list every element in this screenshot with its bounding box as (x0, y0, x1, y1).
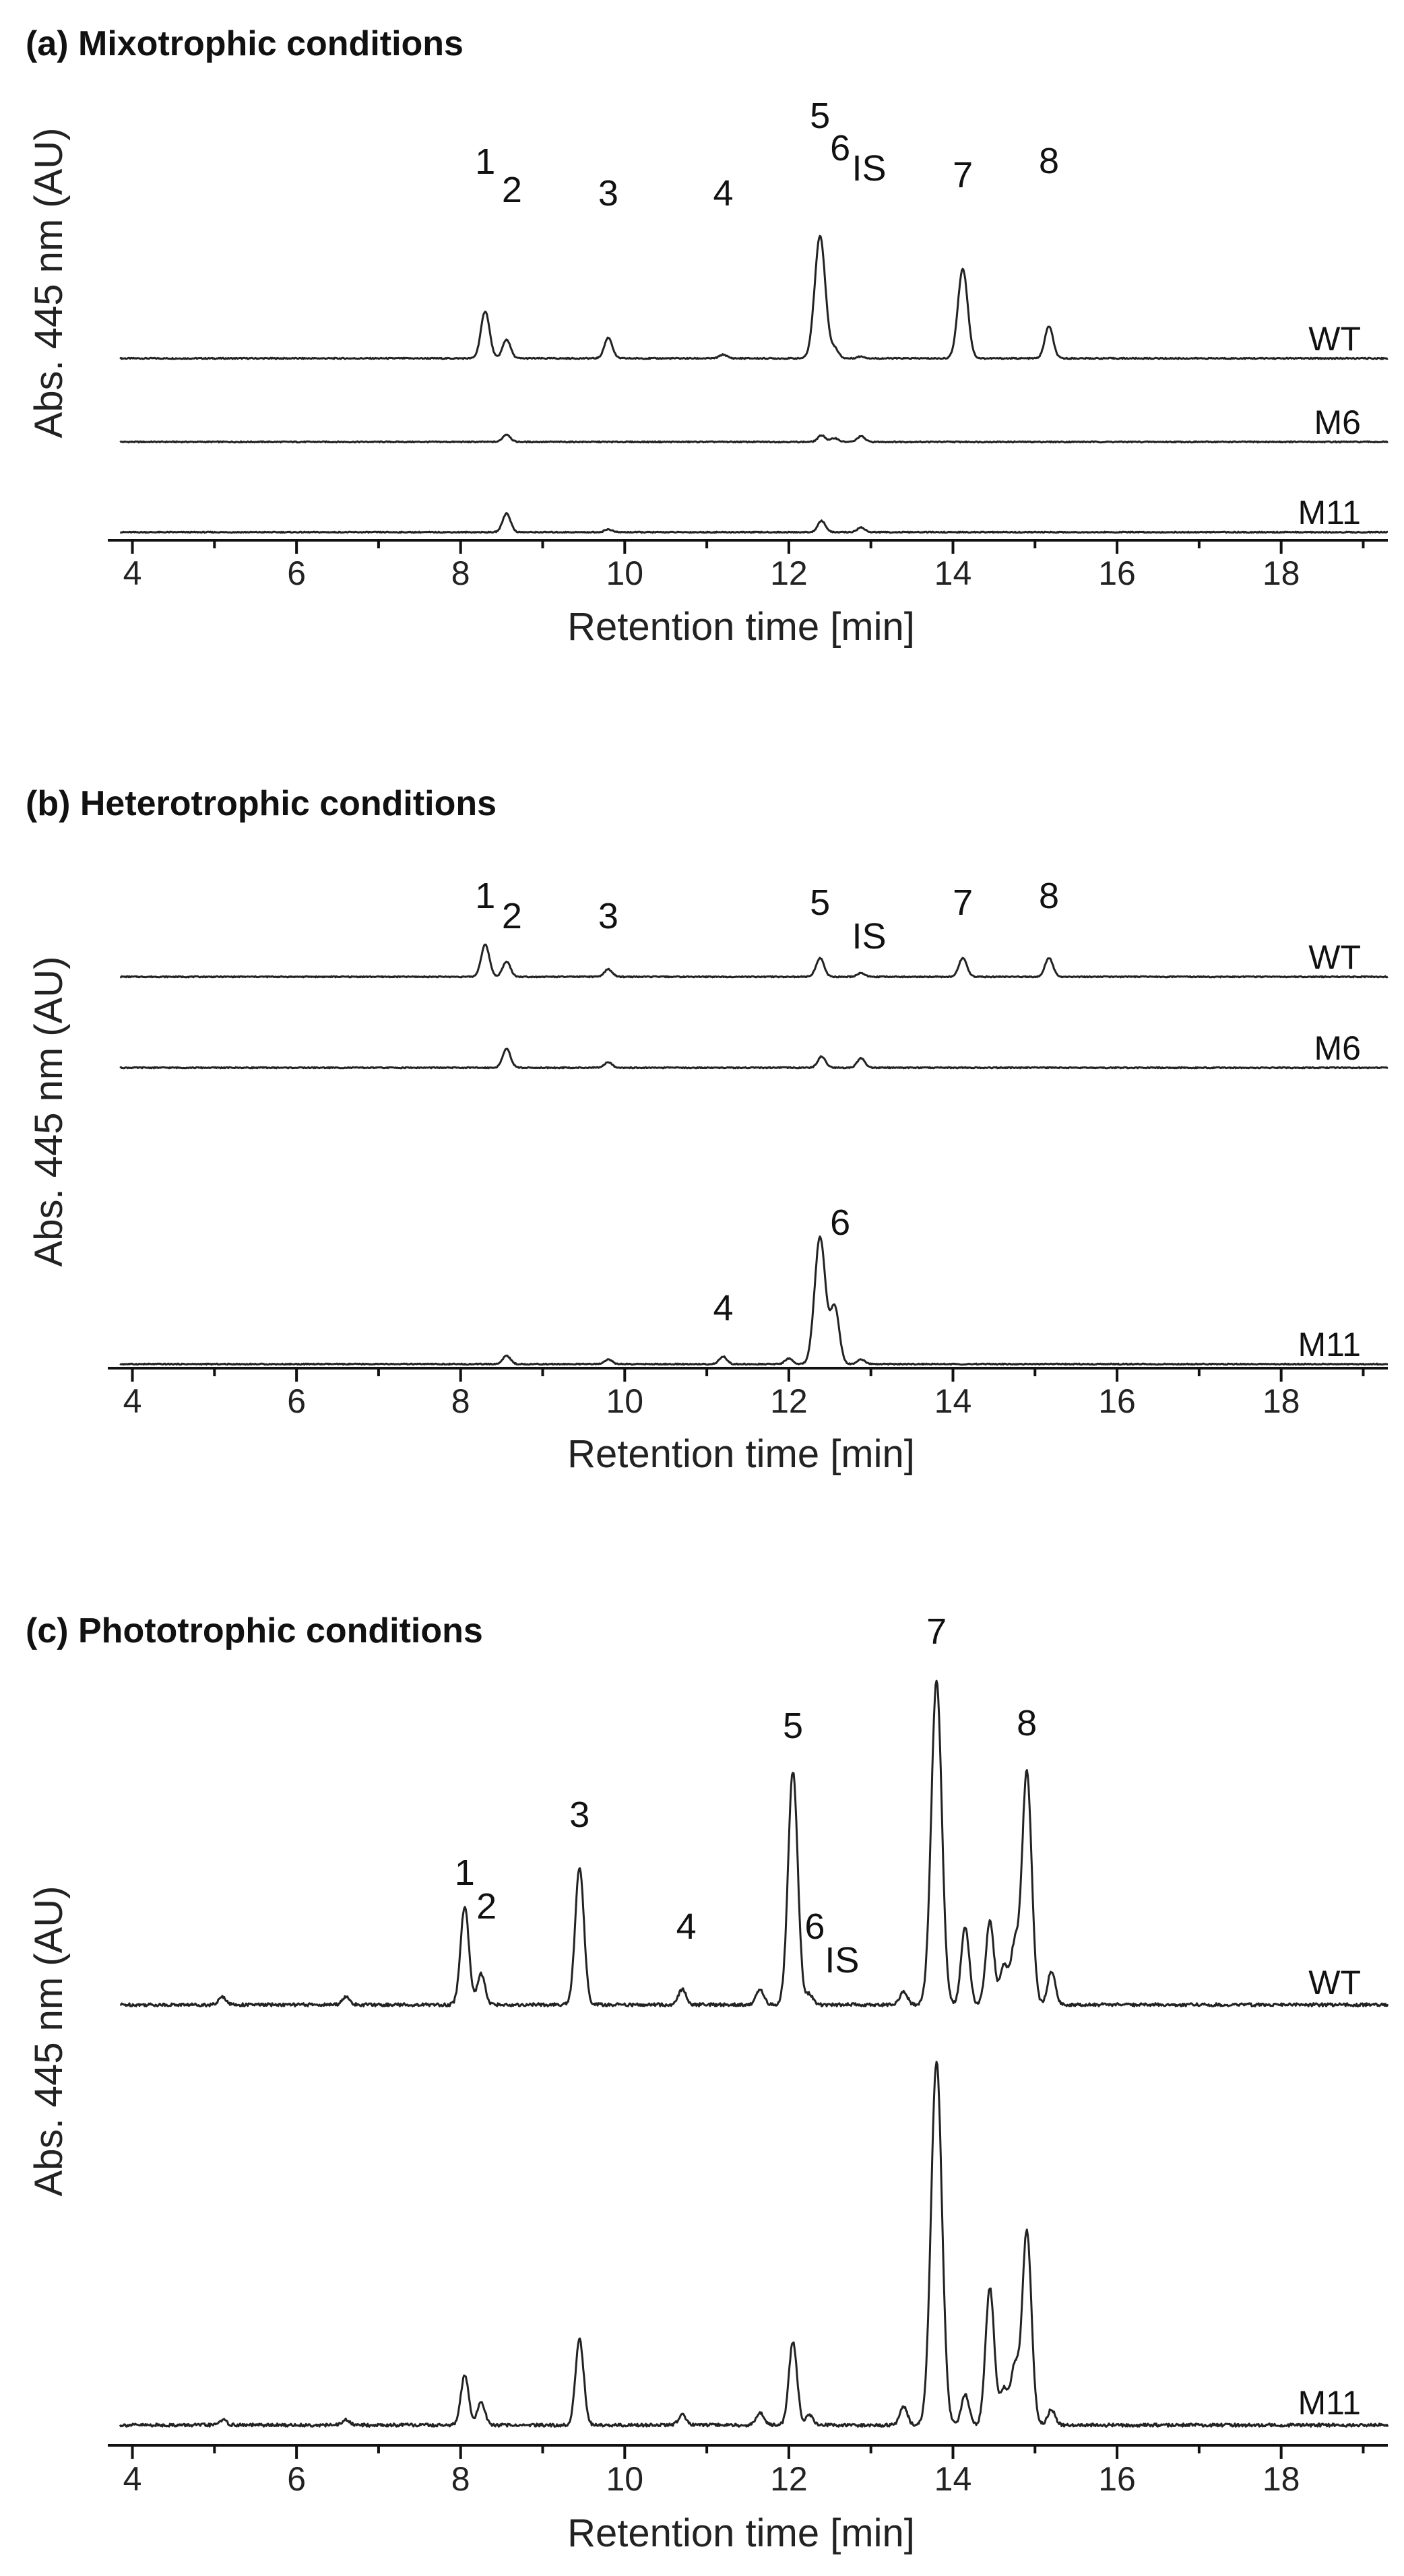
peak-label: 3 (598, 173, 618, 214)
series-label: M11 (1298, 2384, 1361, 2422)
peak-label: IS (852, 148, 887, 189)
x-tick-label: 14 (934, 1382, 972, 1420)
y-axis-label: Abs. 445 nm (AU) (27, 1886, 71, 2197)
trace-wt (119, 234, 1389, 360)
x-tick-label: 14 (934, 2460, 972, 2498)
peak-label: 2 (502, 170, 522, 210)
panel-title: (c) Phototrophic conditions (26, 1611, 483, 1650)
x-tick-label: 6 (287, 2460, 306, 2498)
series-label: M6 (1314, 1029, 1361, 1067)
peak-label: 1 (475, 876, 495, 916)
peak-label: 6 (804, 1906, 825, 1947)
trace-m6 (119, 433, 1389, 444)
trace-m11 (119, 1235, 1389, 1366)
peak-label: 1 (455, 1853, 475, 1893)
peak-label: 4 (676, 1906, 697, 1947)
x-axis-label: Retention time [min] (567, 1432, 915, 1476)
x-axis-label: Retention time [min] (567, 605, 915, 649)
trace-m6 (119, 1048, 1389, 1070)
x-tick-label: 4 (123, 554, 142, 592)
trace-wt (120, 943, 1389, 979)
trace-m11 (119, 2061, 1389, 2428)
x-tick-label: 12 (770, 2460, 808, 2498)
x-tick-label: 6 (287, 554, 306, 592)
x-tick-label: 12 (770, 1382, 808, 1420)
x-tick-label: 16 (1098, 2460, 1136, 2498)
peak-label: 6 (830, 1202, 850, 1243)
series-label: M11 (1298, 1326, 1361, 1363)
trace-m11 (120, 512, 1389, 534)
peak-label: IS (825, 1940, 859, 1981)
panel-title: (a) Mixotrophic conditions (26, 24, 464, 63)
x-tick-label: 12 (770, 554, 808, 592)
x-tick-label: 14 (934, 554, 972, 592)
peak-label: 7 (953, 155, 973, 195)
trace-wt (120, 1679, 1389, 2007)
x-tick-label: 4 (123, 2460, 142, 2498)
peak-label: 8 (1039, 141, 1059, 181)
chart-panel-2: (c) Phototrophic conditions Abs. 445 nm (… (26, 1611, 1389, 2555)
chart-panel-0: (a) Mixotrophic conditions Abs. 445 nm (A… (26, 24, 1389, 649)
x-tick-label: 18 (1263, 2460, 1300, 2498)
peak-label: IS (852, 916, 887, 957)
peak-label: 3 (598, 896, 618, 936)
peak-label: 7 (953, 882, 973, 923)
peak-label: 4 (713, 173, 733, 214)
x-tick-label: 18 (1263, 554, 1300, 592)
x-tick-label: 6 (287, 1382, 306, 1420)
x-tick-label: 8 (451, 1382, 470, 1420)
peak-label: 4 (713, 1288, 733, 1328)
y-axis-label: Abs. 445 nm (AU) (27, 957, 71, 1267)
peak-label: 3 (569, 1795, 589, 1835)
peak-label: 5 (810, 96, 830, 136)
x-tick-label: 10 (606, 2460, 643, 2498)
series-label: WT (1308, 1964, 1361, 2001)
x-tick-label: 10 (606, 554, 643, 592)
y-axis-label: Abs. 445 nm (AU) (27, 128, 71, 439)
peak-label: 1 (475, 141, 495, 182)
series-label: WT (1308, 320, 1361, 358)
peak-label: 8 (1017, 1703, 1037, 1743)
x-tick-label: 18 (1263, 1382, 1300, 1420)
x-tick-label: 16 (1098, 1382, 1136, 1420)
peak-label: 5 (810, 882, 830, 923)
chart-panel-1: (b) Heterotrophic conditions Abs. 445 nm … (26, 784, 1389, 1476)
x-axis-label: Retention time [min] (567, 2511, 915, 2555)
x-tick-label: 10 (606, 1382, 643, 1420)
x-tick-label: 8 (451, 554, 470, 592)
series-label: M6 (1314, 404, 1361, 441)
x-tick-label: 16 (1098, 554, 1136, 592)
peak-label: 7 (926, 1611, 947, 1652)
peak-label: 6 (830, 128, 850, 168)
panel-title: (b) Heterotrophic conditions (26, 784, 497, 823)
peak-label: 2 (476, 1886, 497, 1927)
x-tick-label: 4 (123, 1382, 142, 1420)
series-label: M11 (1298, 494, 1361, 532)
peak-label: 5 (783, 1706, 803, 1746)
peak-label: 2 (502, 896, 522, 936)
series-label: WT (1308, 938, 1361, 976)
peak-label: 8 (1039, 876, 1059, 916)
x-tick-label: 8 (451, 2460, 470, 2498)
